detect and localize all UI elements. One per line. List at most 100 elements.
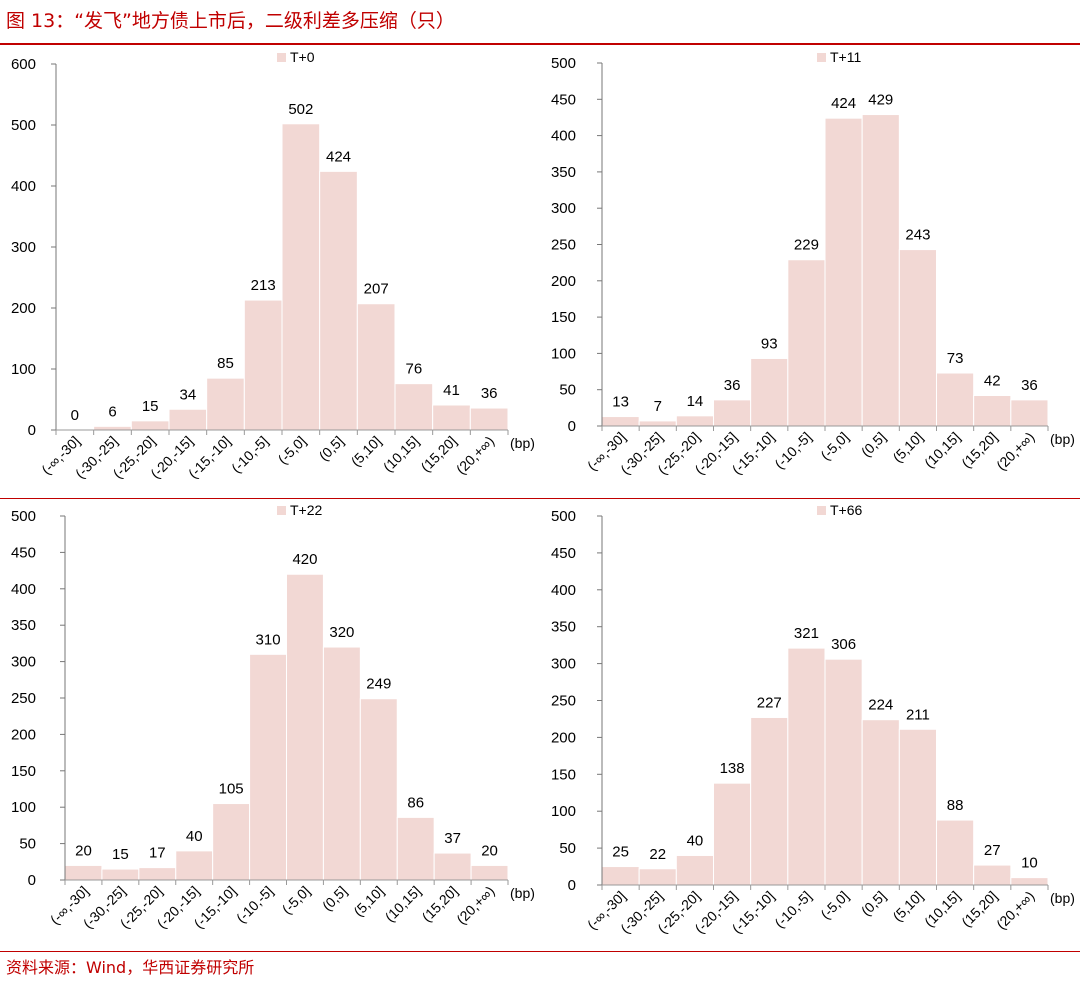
y-tick-label: 300 [11,654,36,671]
x-tick-label: (15,20] [958,888,1000,930]
y-tick-label: 50 [19,836,36,853]
data-label: 229 [794,237,819,254]
x-tick-label: (10,15] [921,429,963,471]
y-tick-label: 0 [28,872,36,889]
y-tick-label: 150 [11,763,36,780]
y-tick-label: 450 [551,545,576,562]
bar [638,868,677,886]
x-tick-label: (0,5] [319,883,350,914]
y-tick-label: 450 [551,91,576,108]
middle-rule [0,498,1080,499]
bar [249,653,287,881]
data-label: 40 [186,828,203,845]
bar [824,658,863,886]
figure-title: 图 13：“发飞”地方债上市后，二级利差多压缩（只） [6,10,455,32]
bar [101,868,140,881]
bar [1010,399,1049,427]
data-label: 6 [108,403,116,420]
y-tick-label: 0 [28,422,36,439]
data-label: 25 [612,844,629,861]
data-label: 429 [868,92,893,109]
y-tick-label: 250 [11,690,36,707]
data-label: 36 [1021,377,1038,394]
bar [824,117,863,427]
x-tick-label: (15,20] [417,433,459,475]
data-label: 40 [687,832,704,849]
data-label: 73 [947,350,964,367]
x-unit-label: (bp) [1050,431,1075,447]
x-tick-label: (20,+∞) [993,888,1038,933]
x-unit-label: (bp) [510,435,535,451]
x-tick-label: (0,5] [858,429,889,460]
x-tick-label: (-10,-5] [771,888,814,931]
y-tick-label: 100 [11,799,36,816]
data-label: 36 [481,385,498,402]
bar [861,114,900,427]
y-tick-label: 200 [551,729,576,746]
source-rule [0,951,1080,952]
bar [936,372,975,427]
data-label: 420 [292,551,317,568]
y-tick-label: 0 [568,418,576,435]
data-label: 42 [984,373,1001,390]
bar [601,866,640,886]
bar [138,867,177,881]
y-tick-label: 100 [551,803,576,820]
legend-swatch [817,506,826,515]
bar [432,404,471,431]
data-label: 76 [405,361,422,378]
y-tick-label: 150 [551,766,576,783]
data-label: 306 [831,636,856,653]
chart-t11: 13 7 14 36 93 229 424 429 243 73 42 36 0 50 100 150 200 2… [551,49,1075,478]
bar [973,395,1012,427]
chart-t66: 25 22401382273213062242118827100501001502… [551,502,1075,937]
data-label: 34 [179,386,196,403]
x-tick-label: (20,+∞) [453,883,498,928]
legend-label: T+22 [290,502,323,518]
data-label: 224 [868,697,893,714]
x-unit-label: (bp) [510,885,535,901]
data-label: 424 [326,148,351,165]
bar [1010,877,1049,886]
bar [713,399,752,427]
data-label: 27 [984,842,1001,859]
data-label: 424 [831,95,856,112]
legend-swatch [277,506,286,515]
y-tick-label: 500 [11,117,36,134]
data-label: 15 [142,398,159,415]
y-tick-label: 200 [551,273,576,290]
x-unit-label: (bp) [1050,890,1075,906]
bar [64,864,103,881]
data-label: 13 [612,394,629,411]
y-tick-label: 100 [11,361,36,378]
bar [433,852,472,881]
y-tick-label: 500 [11,508,36,525]
data-label: 20 [75,842,92,859]
source-note: 资料来源：Wind，华西证券研究所 [6,958,255,977]
y-tick-label: 100 [551,345,576,362]
data-label: 14 [687,393,704,410]
y-tick-label: 200 [11,726,36,743]
y-tick-label: 250 [551,237,576,254]
y-tick-label: 50 [559,840,576,857]
bar [130,420,170,431]
bar [675,854,714,886]
legend-swatch [817,53,826,62]
x-tick-label: (-10,-5] [771,429,814,472]
y-tick-label: 300 [551,200,576,217]
bar [470,864,509,881]
data-label: 85 [217,355,234,372]
bar [787,647,826,886]
data-label: 20 [481,842,498,859]
data-label: 502 [288,101,313,118]
y-tick-label: 400 [551,582,576,599]
bar [898,249,938,427]
bar [212,803,251,881]
bar [936,819,975,886]
legend-swatch [277,53,286,62]
bar [713,782,752,886]
bar [973,864,1012,886]
data-label: 86 [407,794,424,811]
x-tick-label: (-5,0] [279,883,313,917]
chart-t0: 0 6 15 34 85 213 502 424 207 76 41 36 0 100 200 300 400 5… [11,49,535,482]
